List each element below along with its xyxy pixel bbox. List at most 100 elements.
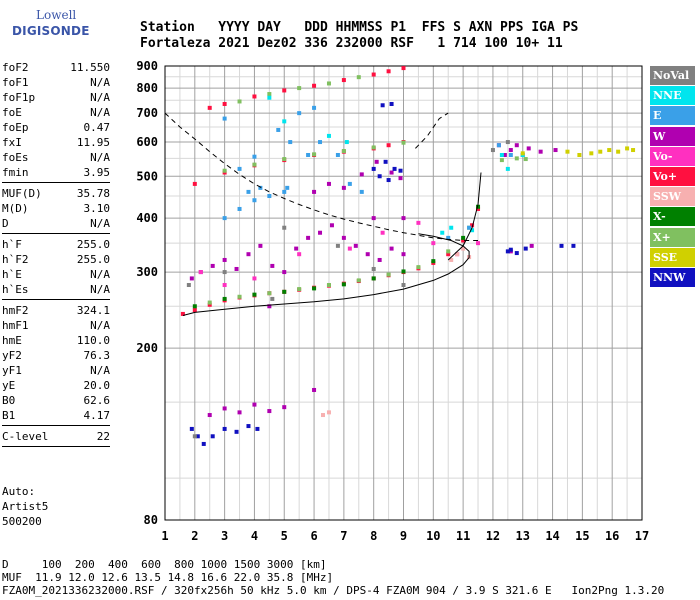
param-separator (2, 233, 110, 234)
point-vo (180, 311, 185, 316)
param-row: B1 4.17 (2, 408, 110, 423)
point-x (371, 145, 376, 150)
point-w (318, 230, 323, 235)
point-e (237, 206, 242, 211)
auto-program: Artist5 (2, 500, 49, 513)
x-tick-label: 5 (281, 529, 288, 543)
scaled-parameters-panel: foF2 11.550 foF1 N/A foF1p N/A foE N/A foEp 0.47 f… (2, 60, 110, 450)
point-sse (625, 146, 630, 151)
param-value: N/A (90, 91, 110, 104)
point-w (282, 405, 287, 410)
point-sse (631, 148, 636, 153)
point-vo (207, 302, 212, 307)
point-nne (267, 95, 272, 100)
point-w (246, 252, 251, 257)
param-row: h`E N/A (2, 267, 110, 282)
curve-solid (182, 233, 470, 316)
point-w (353, 243, 358, 248)
point-x (386, 272, 391, 277)
point-x (461, 235, 466, 240)
point-ssw (449, 257, 454, 262)
point-w (553, 148, 558, 153)
x-tick-label: 17 (635, 529, 649, 543)
point-nnw (398, 168, 403, 173)
point-w (222, 406, 227, 411)
param-row: B0 62.6 (2, 393, 110, 408)
legend-item-w-3: W (650, 126, 695, 146)
point-x (356, 75, 361, 80)
logo-line-2: DIGISONDE (12, 24, 90, 38)
param-row: fxI 11.95 (2, 135, 110, 150)
point-noval (371, 266, 376, 271)
point-nnw (523, 246, 528, 251)
lowell-digisonde-logo: Lowell DIGISONDE (4, 6, 89, 44)
point-vo (282, 88, 287, 93)
point-w (359, 172, 364, 177)
y-tick-label: 80 (144, 513, 158, 527)
point-vo (207, 105, 212, 110)
point-nnw (189, 426, 194, 431)
point-e (276, 127, 281, 132)
point-vo (476, 241, 481, 246)
point-e (496, 143, 501, 148)
footer-muf-row: MUF 11.9 12.0 12.6 13.5 14.8 16.6 22.0 3… (2, 571, 334, 584)
param-row: h`Es N/A (2, 282, 110, 297)
point-w (294, 246, 299, 251)
point-x (222, 296, 227, 301)
point-nnw (389, 101, 394, 106)
x-tick-label: 9 (400, 529, 407, 543)
x-tick-label: 14 (545, 529, 559, 543)
param-row: D N/A (2, 216, 110, 231)
point-x (326, 81, 331, 86)
point-e (312, 105, 317, 110)
param-row: foF1p N/A (2, 90, 110, 105)
point-nne (326, 133, 331, 138)
point-x (341, 149, 346, 154)
point-w (237, 410, 242, 415)
x-tick-label: 15 (575, 529, 589, 543)
y-tick-label: 700 (136, 106, 158, 120)
point-vo (192, 181, 197, 186)
header-line-1: Station YYYY DAY DDD HHMMSS P1 FFS S AXN… (140, 20, 579, 35)
point-vo (446, 252, 451, 257)
x-tick-label: 1 (161, 529, 168, 543)
param-value: N/A (90, 283, 110, 296)
param-name: yE (2, 379, 16, 392)
point-x (514, 156, 519, 161)
param-row: h`F2 255.0 (2, 252, 110, 267)
point-e (252, 154, 257, 159)
point-w (312, 189, 317, 194)
point-x (192, 304, 197, 309)
param-name: foF1 (2, 76, 29, 89)
point-nne (470, 228, 475, 233)
y-tick-label: 900 (136, 59, 158, 73)
point-x (326, 283, 331, 288)
param-row: yE 20.0 (2, 378, 110, 393)
param-row: hmF1 N/A (2, 318, 110, 333)
point-x (267, 92, 272, 97)
point-nnw (383, 159, 388, 164)
param-value: N/A (90, 106, 110, 119)
param-name: M(D) (2, 202, 29, 215)
point-vo (470, 223, 475, 228)
param-row: C-level 22 (2, 429, 110, 444)
point-sse (520, 151, 525, 156)
y-tick-label: 600 (136, 135, 158, 149)
param-row: fmin 3.95 (2, 165, 110, 180)
point-w (401, 252, 406, 257)
x-tick-label: 7 (340, 529, 347, 543)
param-row: foF2 11.550 (2, 60, 110, 75)
point-w (312, 387, 317, 392)
param-value: N/A (90, 319, 110, 332)
point-vo (416, 220, 421, 225)
param-name: D (2, 217, 9, 230)
point-w (270, 263, 275, 268)
point-nne (505, 166, 510, 171)
point-x (356, 278, 361, 283)
legend-item-e-2: E (650, 106, 695, 126)
legend-item-noval-0: NoVal (650, 66, 695, 85)
x-tick-label: 12 (486, 529, 500, 543)
y-tick-label: 400 (136, 211, 158, 225)
x-tick-label: 10 (426, 529, 440, 543)
param-name: MUF(D) (2, 187, 42, 200)
